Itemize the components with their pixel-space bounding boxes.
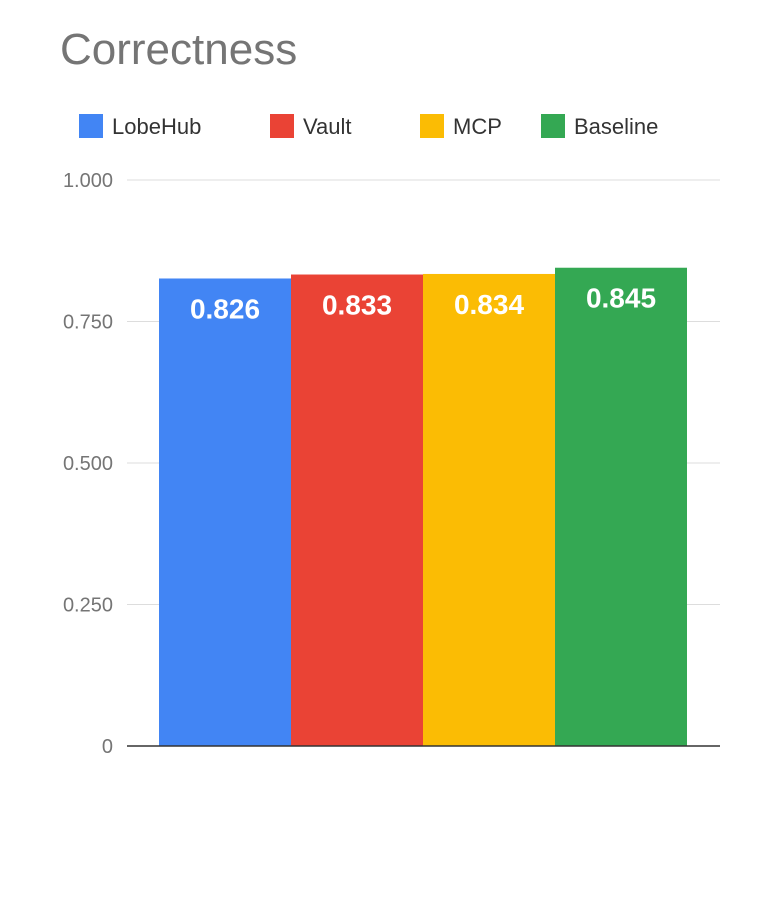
legend-swatch: [79, 114, 103, 138]
y-tick-label: 0: [102, 736, 113, 758]
bar-value-label: 0.833: [322, 290, 392, 321]
bar-mcp: [423, 273, 555, 746]
bar-vault: [291, 274, 423, 746]
bar-value-label: 0.834: [454, 289, 524, 320]
bar-lobehub: [159, 278, 291, 746]
bar-labels: 0.826 0.833 0.834 0.845: [190, 283, 656, 325]
bars: [159, 267, 687, 746]
legend-label: LobeHub: [112, 114, 201, 139]
y-tick-label: 1.000: [63, 170, 113, 192]
y-axis: 0 0.250 0.500 0.750 1.000: [63, 170, 113, 758]
legend-swatch: [270, 114, 294, 138]
y-tick-label: 0.250: [63, 595, 113, 617]
y-tick-label: 0.750: [63, 312, 113, 334]
legend-label: Baseline: [574, 114, 658, 139]
y-tick-label: 0.500: [63, 453, 113, 475]
bar-value-label: 0.845: [586, 283, 656, 314]
legend-swatch: [541, 114, 565, 138]
legend-label: Vault: [303, 114, 352, 139]
legend: LobeHub Vault MCP Baseline: [79, 114, 658, 139]
chart-title: Correctness: [60, 25, 297, 74]
legend-label: MCP: [453, 114, 502, 139]
bar-baseline: [555, 267, 687, 746]
legend-swatch: [420, 114, 444, 138]
bar-value-label: 0.826: [190, 293, 260, 324]
